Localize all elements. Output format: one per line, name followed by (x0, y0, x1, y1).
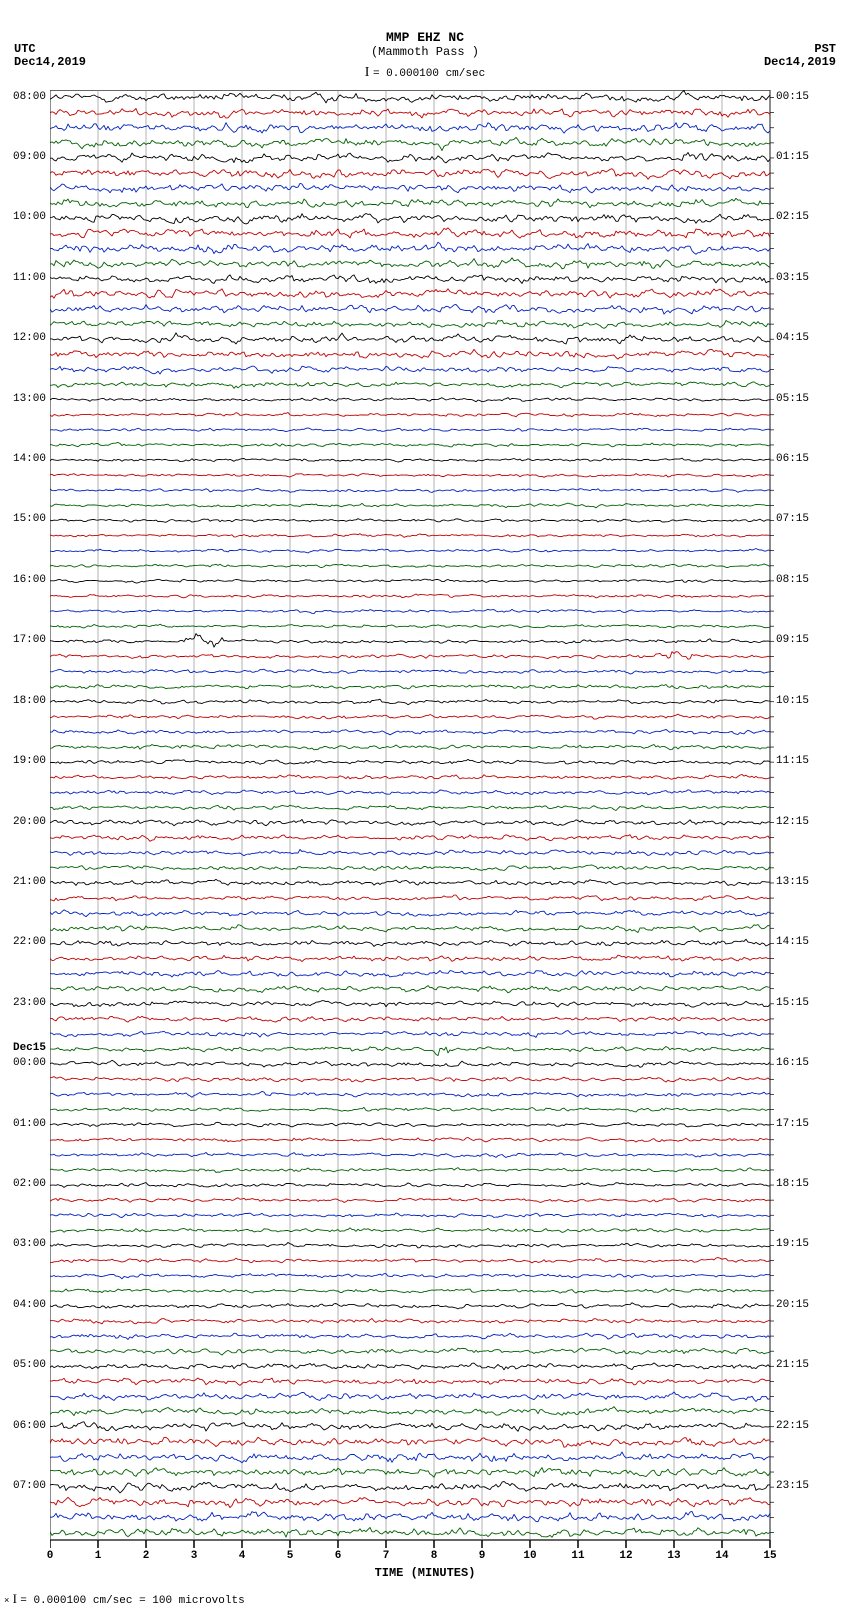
tz-left-label: UTC (14, 42, 36, 56)
x-tick-label: 12 (619, 1550, 632, 1562)
pst-hour-label: 03:15 (776, 272, 809, 284)
utc-hour-label: 15:00 (13, 513, 46, 525)
utc-hour-label: 11:00 (13, 272, 46, 284)
pst-hour-label: 17:15 (776, 1118, 809, 1130)
x-tick-label: 4 (239, 1550, 246, 1562)
utc-hour-label: 04:00 (13, 1299, 46, 1311)
x-tick-label: 11 (571, 1550, 584, 1562)
x-tick-label: 2 (143, 1550, 150, 1562)
pst-hour-label: 12:15 (776, 816, 809, 828)
utc-hour-label: 16:00 (13, 574, 46, 586)
pst-hour-label: 15:15 (776, 997, 809, 1009)
utc-hour-label: 03:00 (13, 1238, 46, 1250)
utc-hour-label: 00:00 (13, 1057, 46, 1069)
pst-hour-label: 00:15 (776, 91, 809, 103)
utc-hour-label: 12:00 (13, 332, 46, 344)
pst-hour-label: 04:15 (776, 332, 809, 344)
x-tick-label: 5 (287, 1550, 294, 1562)
x-tick-label: 3 (191, 1550, 198, 1562)
utc-hour-label: 17:00 (13, 634, 46, 646)
x-tick-label: 6 (335, 1550, 342, 1562)
x-tick-label: 1 (95, 1550, 102, 1562)
utc-hour-label: 13:00 (13, 393, 46, 405)
utc-hour-label: 20:00 (13, 816, 46, 828)
date-right-label: Dec14,2019 (764, 55, 836, 69)
pst-hour-label: 23:15 (776, 1480, 809, 1492)
station-subtitle: (Mammoth Pass ) (0, 45, 850, 59)
station-title: MMP EHZ NC (0, 30, 850, 45)
pst-hour-label: 13:15 (776, 876, 809, 888)
x-tick-label: 0 (47, 1550, 54, 1562)
pst-hour-label: 22:15 (776, 1420, 809, 1432)
x-tick-label: 8 (431, 1550, 438, 1562)
pst-hour-label: 18:15 (776, 1178, 809, 1190)
seismogram-plot (50, 90, 790, 1580)
pst-hour-label: 01:15 (776, 151, 809, 163)
utc-hour-label: 01:00 (13, 1118, 46, 1130)
date-left-label: Dec14,2019 (14, 55, 86, 69)
pst-hour-label: 10:15 (776, 695, 809, 707)
mid-date-left-label: Dec15 (13, 1042, 46, 1054)
x-tick-label: 15 (763, 1550, 776, 1562)
seismogram-container: MMP EHZ NC (Mammoth Pass ) I = 0.000100 … (0, 0, 850, 1613)
tz-right-label: PST (814, 42, 836, 56)
utc-hour-label: 02:00 (13, 1178, 46, 1190)
utc-hour-label: 05:00 (13, 1359, 46, 1371)
utc-hour-label: 06:00 (13, 1420, 46, 1432)
utc-hour-label: 09:00 (13, 151, 46, 163)
pst-hour-label: 07:15 (776, 513, 809, 525)
footer-scale-note: × I = 0.000100 cm/sec = 100 microvolts (4, 1591, 245, 1607)
pst-hour-label: 02:15 (776, 211, 809, 223)
utc-hour-label: 22:00 (13, 936, 46, 948)
pst-hour-label: 06:15 (776, 453, 809, 465)
x-tick-label: 9 (479, 1550, 486, 1562)
x-tick-label: 13 (667, 1550, 680, 1562)
x-axis-title: TIME (MINUTES) (0, 1566, 850, 1580)
pst-hour-label: 08:15 (776, 574, 809, 586)
pst-hour-label: 21:15 (776, 1359, 809, 1371)
utc-hour-label: 07:00 (13, 1480, 46, 1492)
pst-hour-label: 19:15 (776, 1238, 809, 1250)
pst-hour-label: 20:15 (776, 1299, 809, 1311)
pst-hour-label: 11:15 (776, 755, 809, 767)
pst-hour-label: 14:15 (776, 936, 809, 948)
utc-hour-label: 14:00 (13, 453, 46, 465)
utc-hour-label: 08:00 (13, 91, 46, 103)
scale-note: I = 0.000100 cm/sec (0, 65, 850, 81)
pst-hour-label: 09:15 (776, 634, 809, 646)
utc-hour-label: 23:00 (13, 997, 46, 1009)
x-tick-label: 10 (523, 1550, 536, 1562)
utc-hour-label: 18:00 (13, 695, 46, 707)
utc-hour-label: 10:00 (13, 211, 46, 223)
x-tick-label: 14 (715, 1550, 728, 1562)
pst-hour-label: 16:15 (776, 1057, 809, 1069)
pst-hour-label: 05:15 (776, 393, 809, 405)
x-tick-label: 7 (383, 1550, 390, 1562)
utc-hour-label: 21:00 (13, 876, 46, 888)
utc-hour-label: 19:00 (13, 755, 46, 767)
